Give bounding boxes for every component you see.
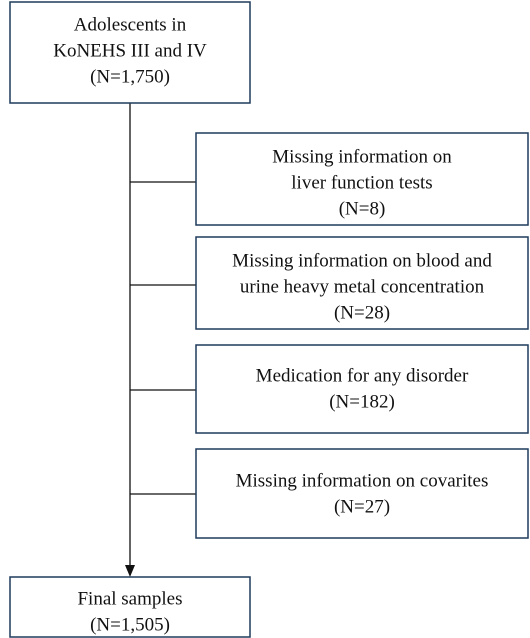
node-text: (N=1,505) bbox=[90, 614, 170, 635]
final-box bbox=[9, 576, 251, 638]
node-text: Adolescents in bbox=[74, 14, 187, 35]
node-text: Medication for any disorder bbox=[256, 365, 469, 386]
exclusion-box bbox=[195, 344, 529, 434]
node-text: (N=1,750) bbox=[90, 66, 170, 87]
start-box bbox=[9, 1, 251, 104]
node-text: KoNEHS III and IV bbox=[53, 40, 207, 61]
node-text: (N=27) bbox=[334, 496, 390, 517]
node-text: (N=28) bbox=[334, 302, 390, 323]
node-text: Missing information on bbox=[272, 146, 452, 167]
exclusion-box bbox=[195, 236, 529, 330]
node-text: urine heavy metal concentration bbox=[240, 276, 485, 297]
node-text: Final samples bbox=[77, 588, 182, 609]
arrow-head bbox=[125, 565, 135, 577]
exclusion-box bbox=[195, 448, 529, 539]
node-text: (N=8) bbox=[339, 198, 386, 219]
node-text: (N=182) bbox=[329, 391, 395, 412]
node-text: Missing information on blood and bbox=[232, 250, 492, 271]
exclusion-box bbox=[195, 132, 529, 226]
node-text: Missing information on covarites bbox=[236, 470, 489, 491]
node-text: liver function tests bbox=[291, 172, 432, 193]
